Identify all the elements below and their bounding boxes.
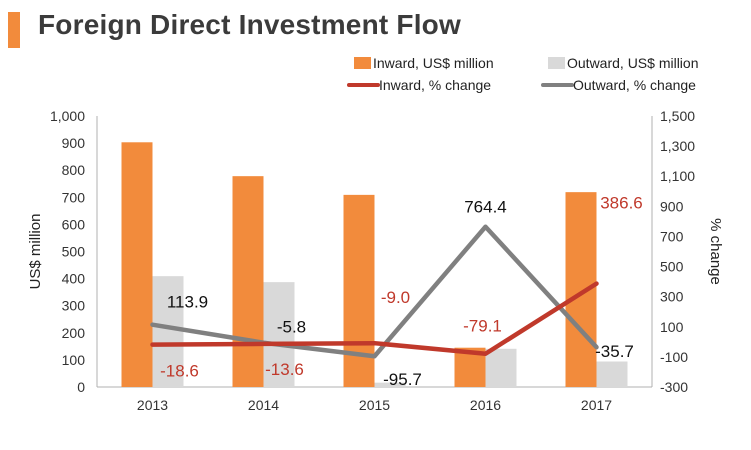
bar-inward-usd xyxy=(343,194,375,387)
right-tick-label: 1,100 xyxy=(660,168,695,184)
right-tick-label: 300 xyxy=(660,289,684,305)
left-tick-label: 700 xyxy=(62,189,86,205)
x-tick-label: 2016 xyxy=(470,397,501,413)
bar-outward-usd xyxy=(596,361,628,387)
left-tick-label: 0 xyxy=(77,379,85,395)
data-label-outward-pct: 113.9 xyxy=(167,293,208,312)
data-label-inward-pct: -13.6 xyxy=(265,360,304,379)
legend-inward-usd-label: Inward, US$ million xyxy=(373,55,494,71)
data-label-outward-pct: 764.4 xyxy=(464,198,507,217)
right-tick-label: 700 xyxy=(660,228,684,244)
right-tick-label: -300 xyxy=(660,379,688,395)
x-tick-label: 2014 xyxy=(248,397,279,413)
bar-outward-usd xyxy=(485,348,517,387)
left-tick-label: 300 xyxy=(62,298,86,314)
left-tick-label: 600 xyxy=(62,216,86,232)
legend-outward-pct-label: Outward, % change xyxy=(573,77,696,93)
data-label-inward-pct: -79.1 xyxy=(463,317,502,336)
data-label-inward-pct: 386.6 xyxy=(600,194,643,213)
left-tick-label: 800 xyxy=(62,162,86,178)
left-tick-label: 200 xyxy=(62,325,86,341)
right-tick-label: 1,500 xyxy=(660,108,695,124)
bar-outward-usd xyxy=(374,382,406,387)
bar-inward-usd xyxy=(121,142,153,387)
data-label-inward-pct: -18.6 xyxy=(160,362,199,381)
line-outward-pct xyxy=(150,224,599,359)
x-tick-label: 2013 xyxy=(137,397,168,413)
right-tick-label: 500 xyxy=(660,259,684,275)
right-tick-label: 1,300 xyxy=(660,138,695,154)
x-tick-label: 2017 xyxy=(581,397,612,413)
left-tick-label: 400 xyxy=(62,271,86,287)
line-inward-pct xyxy=(150,281,599,356)
left-tick-label: 500 xyxy=(62,244,86,260)
bar-outward-usd xyxy=(152,276,184,387)
right-tick-label: 900 xyxy=(660,198,684,214)
bar-inward-usd xyxy=(565,192,597,387)
legend-outward-usd-swatch xyxy=(548,57,565,69)
data-label-inward-pct: -9.0 xyxy=(381,288,410,307)
title-accent-bar xyxy=(8,12,20,48)
legend-inward-usd-swatch xyxy=(354,57,371,69)
legend-inward-pct-label: Inward, % change xyxy=(379,77,491,93)
x-tick-label: 2015 xyxy=(359,397,390,413)
left-tick-label: 900 xyxy=(62,135,86,151)
right-axis-title: % change xyxy=(707,218,724,285)
left-tick-label: 1,000 xyxy=(50,108,85,124)
bar-outward-usd xyxy=(263,282,295,387)
left-tick-label: 100 xyxy=(62,352,86,368)
data-label-outward-pct: -95.7 xyxy=(383,370,422,389)
data-label-outward-pct: -35.7 xyxy=(595,342,634,361)
data-label-outward-pct: -5.8 xyxy=(277,318,306,337)
bar-inward-usd xyxy=(232,176,264,387)
legend-outward-usd-label: Outward, US$ million xyxy=(567,55,699,71)
page-title: Foreign Direct Investment Flow xyxy=(38,9,461,40)
left-axis-title: US$ million xyxy=(27,214,44,290)
right-tick-label: 100 xyxy=(660,319,684,335)
right-tick-label: -100 xyxy=(660,349,688,365)
